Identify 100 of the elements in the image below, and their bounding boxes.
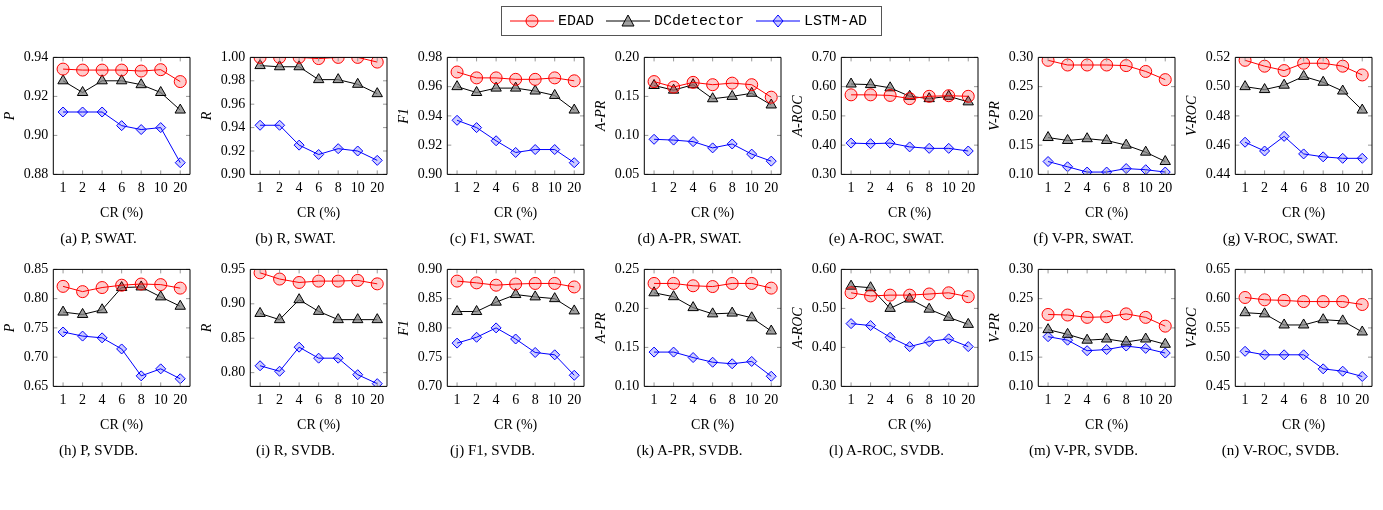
point bbox=[254, 119, 266, 131]
point bbox=[313, 149, 325, 161]
point bbox=[648, 346, 660, 358]
y-axis-title: F1 bbox=[396, 320, 412, 337]
x-tick-label: 10 bbox=[941, 392, 956, 408]
x-tick-label: 8 bbox=[137, 180, 145, 196]
x-tick-label: 8 bbox=[1319, 180, 1327, 196]
point bbox=[529, 144, 541, 156]
y-tick-label: 0.20 bbox=[1008, 319, 1034, 335]
x-tick-label: 8 bbox=[925, 392, 933, 408]
x-tick-label: 8 bbox=[728, 180, 736, 196]
point bbox=[726, 358, 738, 370]
y-axis-title: V-ROC bbox=[1184, 307, 1200, 349]
point bbox=[707, 142, 719, 154]
y-tick-label: 0.75 bbox=[417, 348, 443, 364]
point bbox=[765, 155, 777, 167]
point bbox=[1238, 290, 1252, 304]
point bbox=[1297, 69, 1310, 80]
x-axis-title: CR (%) bbox=[297, 205, 341, 222]
point bbox=[844, 88, 858, 102]
x-tick-label: 10 bbox=[547, 392, 562, 408]
y-tick-label: 0.15 bbox=[614, 339, 640, 355]
point bbox=[1259, 145, 1271, 157]
x-tick-label: 6 bbox=[709, 392, 717, 408]
x-tick-label: 1 bbox=[847, 392, 855, 408]
point bbox=[1337, 84, 1349, 95]
point bbox=[529, 346, 541, 358]
x-tick-label: 20 bbox=[1158, 392, 1173, 408]
x-tick-label: 10 bbox=[1138, 392, 1153, 408]
point bbox=[884, 81, 896, 92]
point bbox=[471, 331, 483, 343]
point bbox=[1159, 337, 1171, 348]
x-tick-label: 10 bbox=[350, 180, 365, 196]
point bbox=[95, 281, 109, 295]
point bbox=[922, 287, 936, 301]
y-tick-label: 0.92 bbox=[417, 136, 443, 152]
point bbox=[490, 135, 502, 147]
point bbox=[549, 349, 561, 361]
point bbox=[942, 286, 956, 300]
y-tick-label: 0.98 bbox=[417, 49, 443, 65]
x-tick-label: 4 bbox=[98, 180, 106, 196]
point bbox=[1080, 310, 1094, 324]
point bbox=[667, 290, 680, 301]
point bbox=[1297, 295, 1311, 309]
point bbox=[450, 65, 464, 79]
x-tick-label: 8 bbox=[334, 392, 342, 408]
point bbox=[490, 322, 502, 334]
point bbox=[173, 281, 187, 295]
point bbox=[370, 277, 384, 291]
point bbox=[470, 276, 484, 290]
point bbox=[96, 303, 108, 314]
point bbox=[764, 281, 778, 295]
x-tick-label: 6 bbox=[906, 392, 914, 408]
x-tick-label: 8 bbox=[728, 392, 736, 408]
y-tick-label: 0.80 bbox=[23, 290, 49, 306]
point bbox=[548, 71, 562, 85]
y-tick-label: 0.25 bbox=[1008, 290, 1034, 306]
point bbox=[352, 313, 364, 324]
point bbox=[116, 343, 128, 355]
point bbox=[293, 341, 305, 353]
x-tick-label: 8 bbox=[531, 392, 539, 408]
x-tick-label: 4 bbox=[98, 392, 106, 408]
y-tick-label: 0.30 bbox=[811, 378, 837, 394]
x-tick-label: 20 bbox=[764, 180, 779, 196]
point bbox=[510, 333, 522, 345]
point bbox=[76, 86, 89, 96]
point bbox=[96, 332, 108, 344]
point bbox=[135, 78, 147, 89]
point bbox=[1355, 68, 1369, 82]
x-tick-label: 2 bbox=[1261, 392, 1269, 408]
y-tick-label: 0.20 bbox=[1008, 107, 1034, 123]
point bbox=[765, 370, 777, 382]
point bbox=[706, 78, 720, 92]
text: (e) A-ROC, SWAT. bbox=[827, 230, 946, 248]
y-axis-title: A-PR bbox=[593, 100, 609, 133]
point bbox=[1316, 295, 1330, 309]
x-tick-label: 10 bbox=[153, 180, 168, 196]
point bbox=[686, 279, 700, 293]
point bbox=[962, 95, 974, 106]
point bbox=[489, 71, 503, 85]
point bbox=[155, 122, 167, 134]
point bbox=[864, 281, 877, 292]
point bbox=[352, 77, 364, 88]
point bbox=[451, 80, 463, 91]
point bbox=[725, 76, 739, 90]
y-tick-label: 0.50 bbox=[1205, 78, 1231, 94]
point bbox=[274, 365, 286, 377]
point bbox=[1041, 307, 1055, 321]
y-tick-label: 0.25 bbox=[614, 261, 640, 277]
point bbox=[764, 90, 778, 104]
point bbox=[371, 313, 383, 324]
y-tick-label: 0.25 bbox=[1008, 78, 1034, 94]
point bbox=[509, 277, 523, 291]
point bbox=[1336, 59, 1350, 73]
point bbox=[1139, 64, 1153, 78]
point bbox=[1120, 163, 1132, 175]
point bbox=[77, 330, 89, 342]
y-tick-label: 0.10 bbox=[614, 378, 640, 394]
y-axis-title: A-ROC bbox=[790, 94, 806, 138]
y-tick-label: 0.40 bbox=[811, 339, 837, 355]
